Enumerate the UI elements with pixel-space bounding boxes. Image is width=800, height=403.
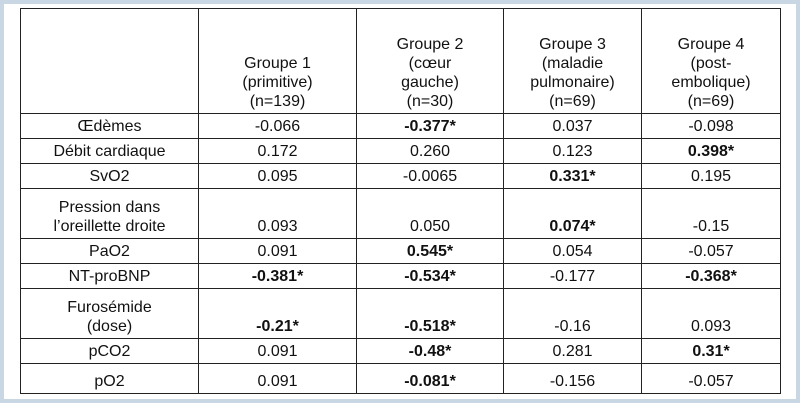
label-line: Furosémide [67,299,152,316]
value-cell: -0.156 [503,363,642,394]
value-cell: 0.195 [641,163,781,189]
row-label: pO2 [20,363,199,394]
value-cell: -0.48* [356,338,504,364]
data-row: PaO2 0.091 0.545* 0.054 -0.057 [20,238,781,264]
value-cell: 0.054 [503,238,642,264]
header-line: (cœur [408,55,452,72]
label-line: Débit cardiaque [53,143,166,160]
value-cell: 0.260 [356,138,504,164]
row-label: SvO2 [20,163,199,189]
header-row: Groupe 1 (primitive) (n=139) Groupe 2 (cœur g… [20,8,781,114]
value-cell: -0.177 [503,263,642,289]
value-cell: -0.098 [641,113,781,139]
value-cell: -0.057 [641,363,781,394]
value-cell: -0.381* [198,263,357,289]
value-cell: -0.15 [641,188,781,239]
header-line: gauche) [401,74,459,91]
value-cell: 0.050 [356,188,504,239]
data-row: Pression dans l’oreillette droite 0.093 0.0… [20,188,781,239]
value-cell: -0.066 [198,113,357,139]
value-cell: 0.091 [198,363,357,394]
row-label: PaO2 [20,238,199,264]
label-line: (dose) [86,318,133,335]
row-label: Débit cardiaque [20,138,199,164]
header-line: Groupe 4 [677,36,745,53]
row-label: Furosémide (dose) [20,288,199,339]
data-row: pO2 0.091 -0.081* -0.156 -0.057 [20,363,781,394]
header-line: embolique) [671,74,751,91]
label-line: Pression dans [58,199,161,216]
header-line: (maladie [541,55,604,72]
value-cell: -0.081* [356,363,504,394]
row-label: Pression dans l’oreillette droite [20,188,199,239]
label-line: NT-proBNP [68,268,151,285]
value-cell: -0.518* [356,288,504,339]
header-line: (n=69) [549,93,596,110]
label-line: pO2 [94,373,125,390]
value-cell: 0.074* [503,188,642,239]
header-cell: Groupe 1 (primitive) (n=139) [198,8,357,114]
label-line: SvO2 [89,168,130,185]
value-cell: 0.091 [198,338,357,364]
header-line: pulmonaire) [530,74,615,91]
header-line: (n=139) [249,93,306,110]
data-row: pCO2 0.091 -0.48* 0.281 0.31* [20,338,781,364]
value-cell: -0.0065 [356,163,504,189]
value-cell: 0.037 [503,113,642,139]
row-label: Œdèmes [20,113,199,139]
data-row: NT-proBNP -0.381* -0.534* -0.177 -0.368* [20,263,781,289]
value-cell: -0.16 [503,288,642,339]
value-cell: 0.095 [198,163,357,189]
value-cell: 0.123 [503,138,642,164]
data-row: SvO2 0.095 -0.0065 0.331* 0.195 [20,163,781,189]
row-label: pCO2 [20,338,199,364]
header-line: (primitive) [242,74,313,91]
header-cell: Groupe 2 (cœur gauche) (n=30) [356,8,504,114]
value-cell: -0.21* [198,288,357,339]
header-line: Groupe 1 [244,55,311,72]
header-cell: Groupe 3 (maladie pulmonaire) (n=69) [503,8,642,114]
label-line: PaO2 [89,243,130,260]
label-line: pCO2 [88,343,131,360]
value-cell: -0.057 [641,238,781,264]
data-row: Furosémide (dose) -0.21* -0.518* -0.16 0.093 [20,288,781,339]
table: Groupe 1 (primitive) (n=139) Groupe 2 (cœur g… [20,8,781,394]
header-line: (n=30) [406,93,454,110]
value-cell: 0.093 [198,188,357,239]
value-cell: 0.172 [198,138,357,164]
value-cell: 0.281 [503,338,642,364]
header-line: Groupe 3 [539,36,606,53]
value-cell: 0.091 [198,238,357,264]
row-label: NT-proBNP [20,263,199,289]
label-line: Œdèmes [77,118,142,135]
header-line: Groupe 2 [396,36,464,53]
value-cell: 0.093 [641,288,781,339]
value-cell: 0.331* [503,163,642,189]
value-cell: 0.545* [356,238,504,264]
header-line: (post- [690,55,732,72]
data-row: Débit cardiaque 0.172 0.260 0.123 0.398* [20,138,781,164]
value-cell: -0.377* [356,113,504,139]
header-line: (n=69) [687,93,735,110]
label-line: l’oreillette droite [53,218,166,235]
value-cell: 0.31* [641,338,781,364]
value-cell: 0.398* [641,138,781,164]
corner-cell [20,8,199,114]
data-row: Œdèmes -0.066 -0.377* 0.037 -0.098 [20,113,781,139]
value-cell: -0.368* [641,263,781,289]
header-cell: Groupe 4 (post-embolique) (n=69) [641,8,781,114]
value-cell: -0.534* [356,263,504,289]
